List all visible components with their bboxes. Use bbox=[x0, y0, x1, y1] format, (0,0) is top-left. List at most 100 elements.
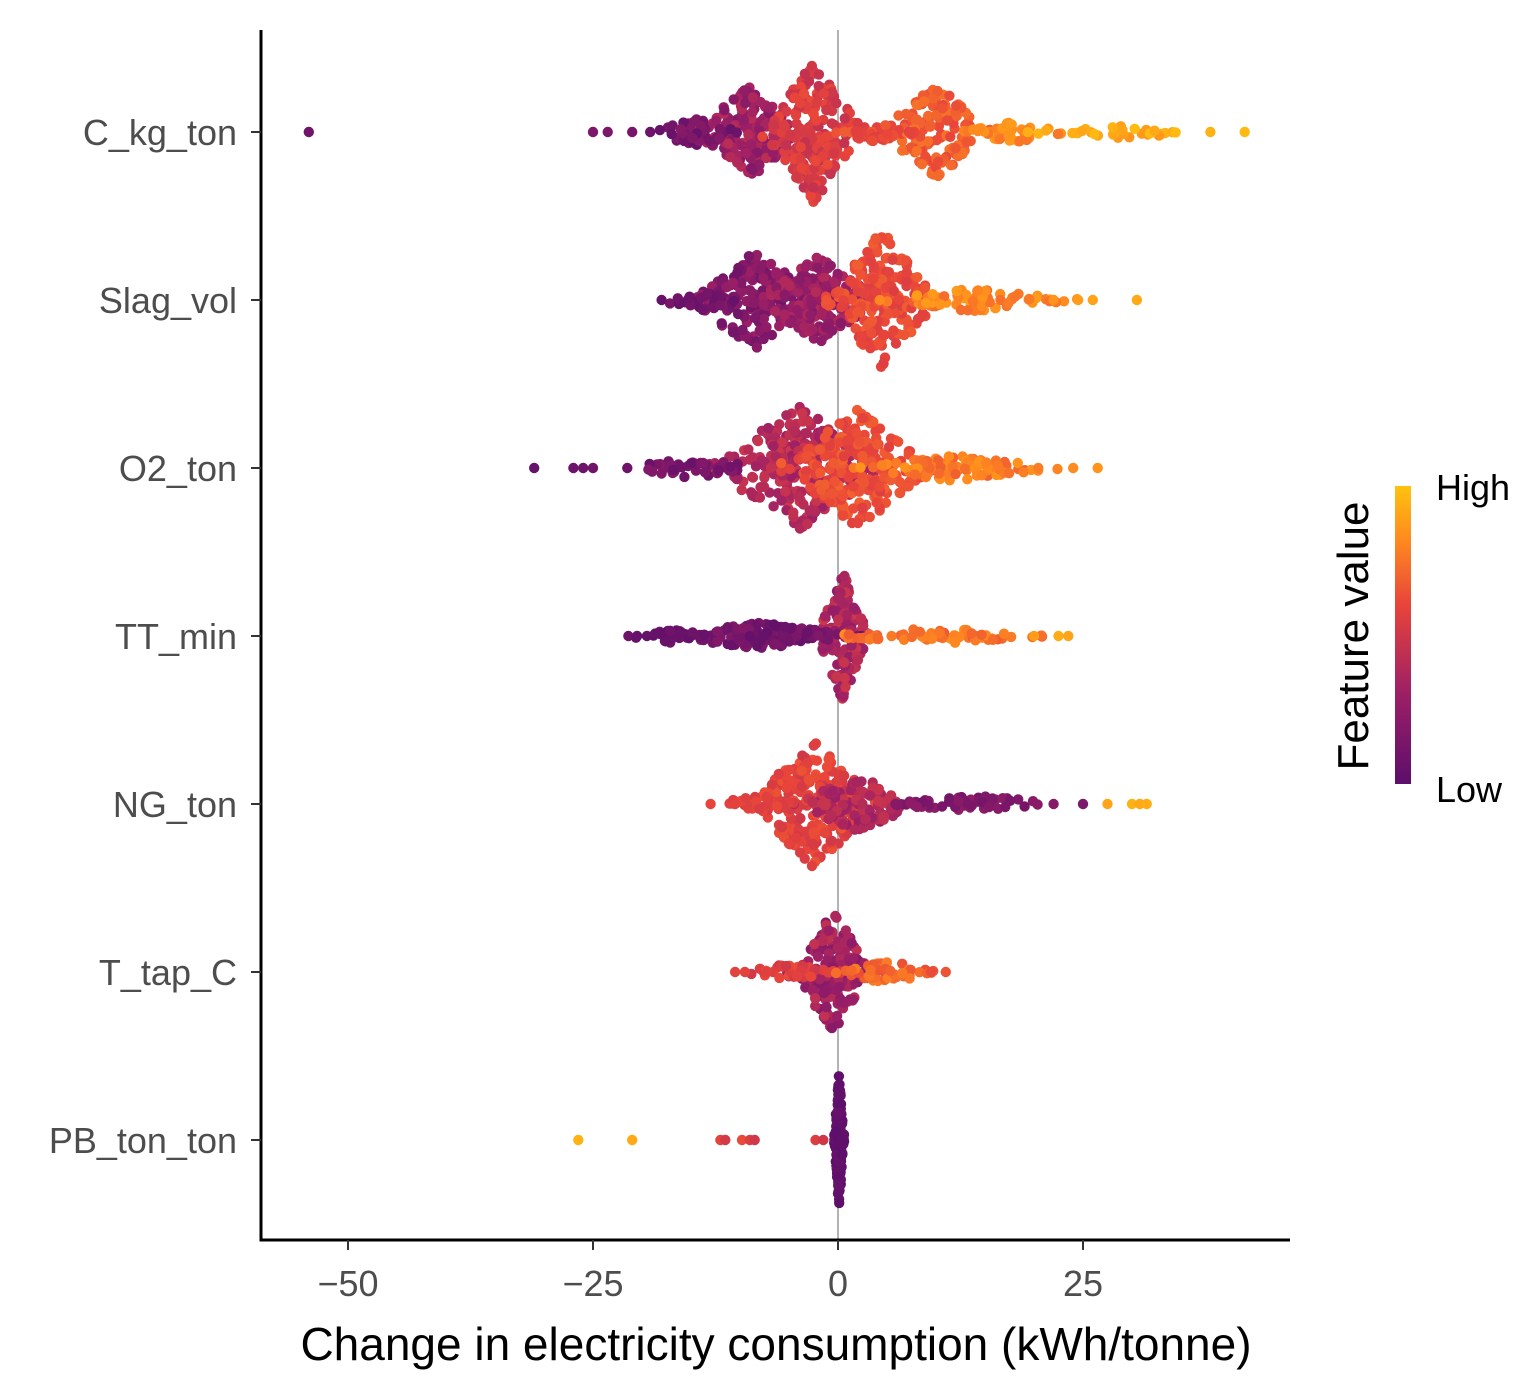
point-slag-vol bbox=[732, 308, 744, 320]
point-o2-ton bbox=[799, 474, 810, 485]
point-o2-ton bbox=[933, 468, 945, 479]
y-tick-label-c-kg-ton: C_kg_ton bbox=[83, 112, 237, 153]
point-t-tap-c bbox=[848, 953, 859, 964]
point-c-kg-ton bbox=[918, 96, 930, 107]
point-pb-ton-ton bbox=[736, 1134, 748, 1146]
point-tt-min bbox=[758, 630, 769, 642]
point-c-kg-ton bbox=[695, 120, 707, 131]
point-tt-min bbox=[1063, 630, 1074, 642]
point-ng-ton bbox=[794, 847, 806, 858]
point-pb-ton-ton bbox=[720, 1134, 731, 1146]
point-o2-ton bbox=[686, 458, 697, 469]
point-c-kg-ton bbox=[757, 131, 768, 142]
point-tt-min bbox=[712, 626, 723, 637]
point-ng-ton bbox=[783, 838, 795, 849]
point-c-kg-ton bbox=[795, 142, 806, 153]
point-tt-min bbox=[768, 619, 780, 630]
point-c-kg-ton bbox=[1067, 127, 1078, 139]
point-t-tap-c bbox=[809, 938, 820, 950]
point-tt-min bbox=[664, 625, 676, 636]
point-slag-vol bbox=[880, 282, 892, 293]
point-c-kg-ton bbox=[791, 172, 802, 183]
point-pb-ton-ton bbox=[835, 1098, 847, 1110]
point-t-tap-c bbox=[831, 912, 842, 923]
point-c-kg-ton bbox=[738, 114, 749, 126]
point-o2-ton bbox=[587, 462, 599, 474]
point-ng-ton bbox=[1048, 798, 1059, 810]
point-slag-vol bbox=[862, 246, 873, 258]
point-c-kg-ton bbox=[1076, 126, 1087, 137]
point-slag-vol bbox=[833, 286, 845, 297]
point-c-kg-ton bbox=[813, 69, 825, 80]
point-c-kg-ton bbox=[937, 103, 948, 114]
point-c-kg-ton bbox=[839, 113, 850, 124]
point-c-kg-ton bbox=[784, 129, 796, 140]
point-slag-vol bbox=[868, 273, 879, 284]
point-c-kg-ton bbox=[826, 87, 837, 98]
point-ng-ton bbox=[1013, 794, 1024, 805]
point-ng-ton bbox=[849, 824, 860, 835]
point-tt-min bbox=[886, 630, 897, 642]
point-o2-ton bbox=[826, 488, 837, 499]
point-tt-min bbox=[839, 657, 850, 668]
point-tt-min bbox=[674, 626, 685, 637]
point-o2-ton bbox=[834, 418, 845, 429]
point-t-tap-c bbox=[847, 994, 859, 1005]
point-ng-ton bbox=[705, 798, 716, 810]
point-slag-vol bbox=[810, 286, 821, 298]
point-c-kg-ton bbox=[1021, 134, 1032, 146]
point-o2-ton bbox=[699, 467, 711, 478]
point-ng-ton bbox=[761, 791, 772, 803]
point-slag-vol bbox=[883, 308, 894, 320]
y-tick-label-ng-ton: NG_ton bbox=[113, 784, 237, 825]
point-c-kg-ton bbox=[825, 168, 836, 180]
point-o2-ton bbox=[872, 439, 883, 450]
point-o2-ton bbox=[758, 481, 770, 492]
point-pb-ton-ton bbox=[573, 1134, 584, 1146]
point-t-tap-c bbox=[897, 958, 908, 969]
point-c-kg-ton bbox=[790, 110, 802, 121]
point-c-kg-ton bbox=[803, 173, 814, 184]
point-c-kg-ton bbox=[818, 88, 829, 99]
point-c-kg-ton bbox=[798, 88, 810, 100]
point-c-kg-ton bbox=[931, 134, 942, 146]
point-slag-vol bbox=[1087, 294, 1099, 306]
point-slag-vol bbox=[816, 309, 827, 320]
point-slag-vol bbox=[935, 299, 946, 310]
point-ng-ton bbox=[740, 793, 751, 804]
point-o2-ton bbox=[829, 476, 840, 487]
legend-low-label: Low bbox=[1436, 769, 1503, 810]
point-c-kg-ton bbox=[725, 124, 736, 135]
point-slag-vol bbox=[683, 293, 695, 304]
point-tt-min bbox=[712, 636, 723, 647]
point-o2-ton bbox=[857, 450, 868, 462]
point-c-kg-ton bbox=[961, 136, 972, 148]
point-c-kg-ton bbox=[831, 127, 842, 138]
point-c-kg-ton bbox=[767, 139, 778, 151]
point-c-kg-ton bbox=[789, 92, 800, 103]
point-c-kg-ton bbox=[1006, 119, 1017, 130]
point-t-tap-c bbox=[810, 1000, 821, 1012]
point-slag-vol bbox=[765, 258, 777, 270]
point-tt-min bbox=[631, 630, 643, 642]
point-c-kg-ton bbox=[703, 135, 714, 146]
point-o2-ton bbox=[868, 462, 879, 473]
point-o2-ton bbox=[794, 523, 806, 534]
point-o2-ton bbox=[774, 419, 785, 430]
point-c-kg-ton bbox=[951, 100, 962, 112]
point-tt-min bbox=[841, 609, 853, 621]
point-o2-ton bbox=[962, 474, 973, 485]
point-c-kg-ton bbox=[1089, 128, 1100, 140]
point-c-kg-ton bbox=[882, 129, 893, 140]
point-ng-ton bbox=[823, 753, 834, 765]
point-t-tap-c bbox=[834, 981, 845, 993]
point-o2-ton bbox=[698, 457, 709, 469]
point-o2-ton bbox=[909, 469, 920, 480]
point-slag-vol bbox=[900, 255, 912, 266]
point-tt-min bbox=[813, 630, 824, 641]
point-c-kg-ton bbox=[1239, 126, 1250, 138]
point-ng-ton bbox=[944, 793, 955, 804]
point-c-kg-ton bbox=[805, 190, 816, 202]
point-o2-ton bbox=[1033, 462, 1044, 474]
point-c-kg-ton bbox=[806, 60, 818, 72]
